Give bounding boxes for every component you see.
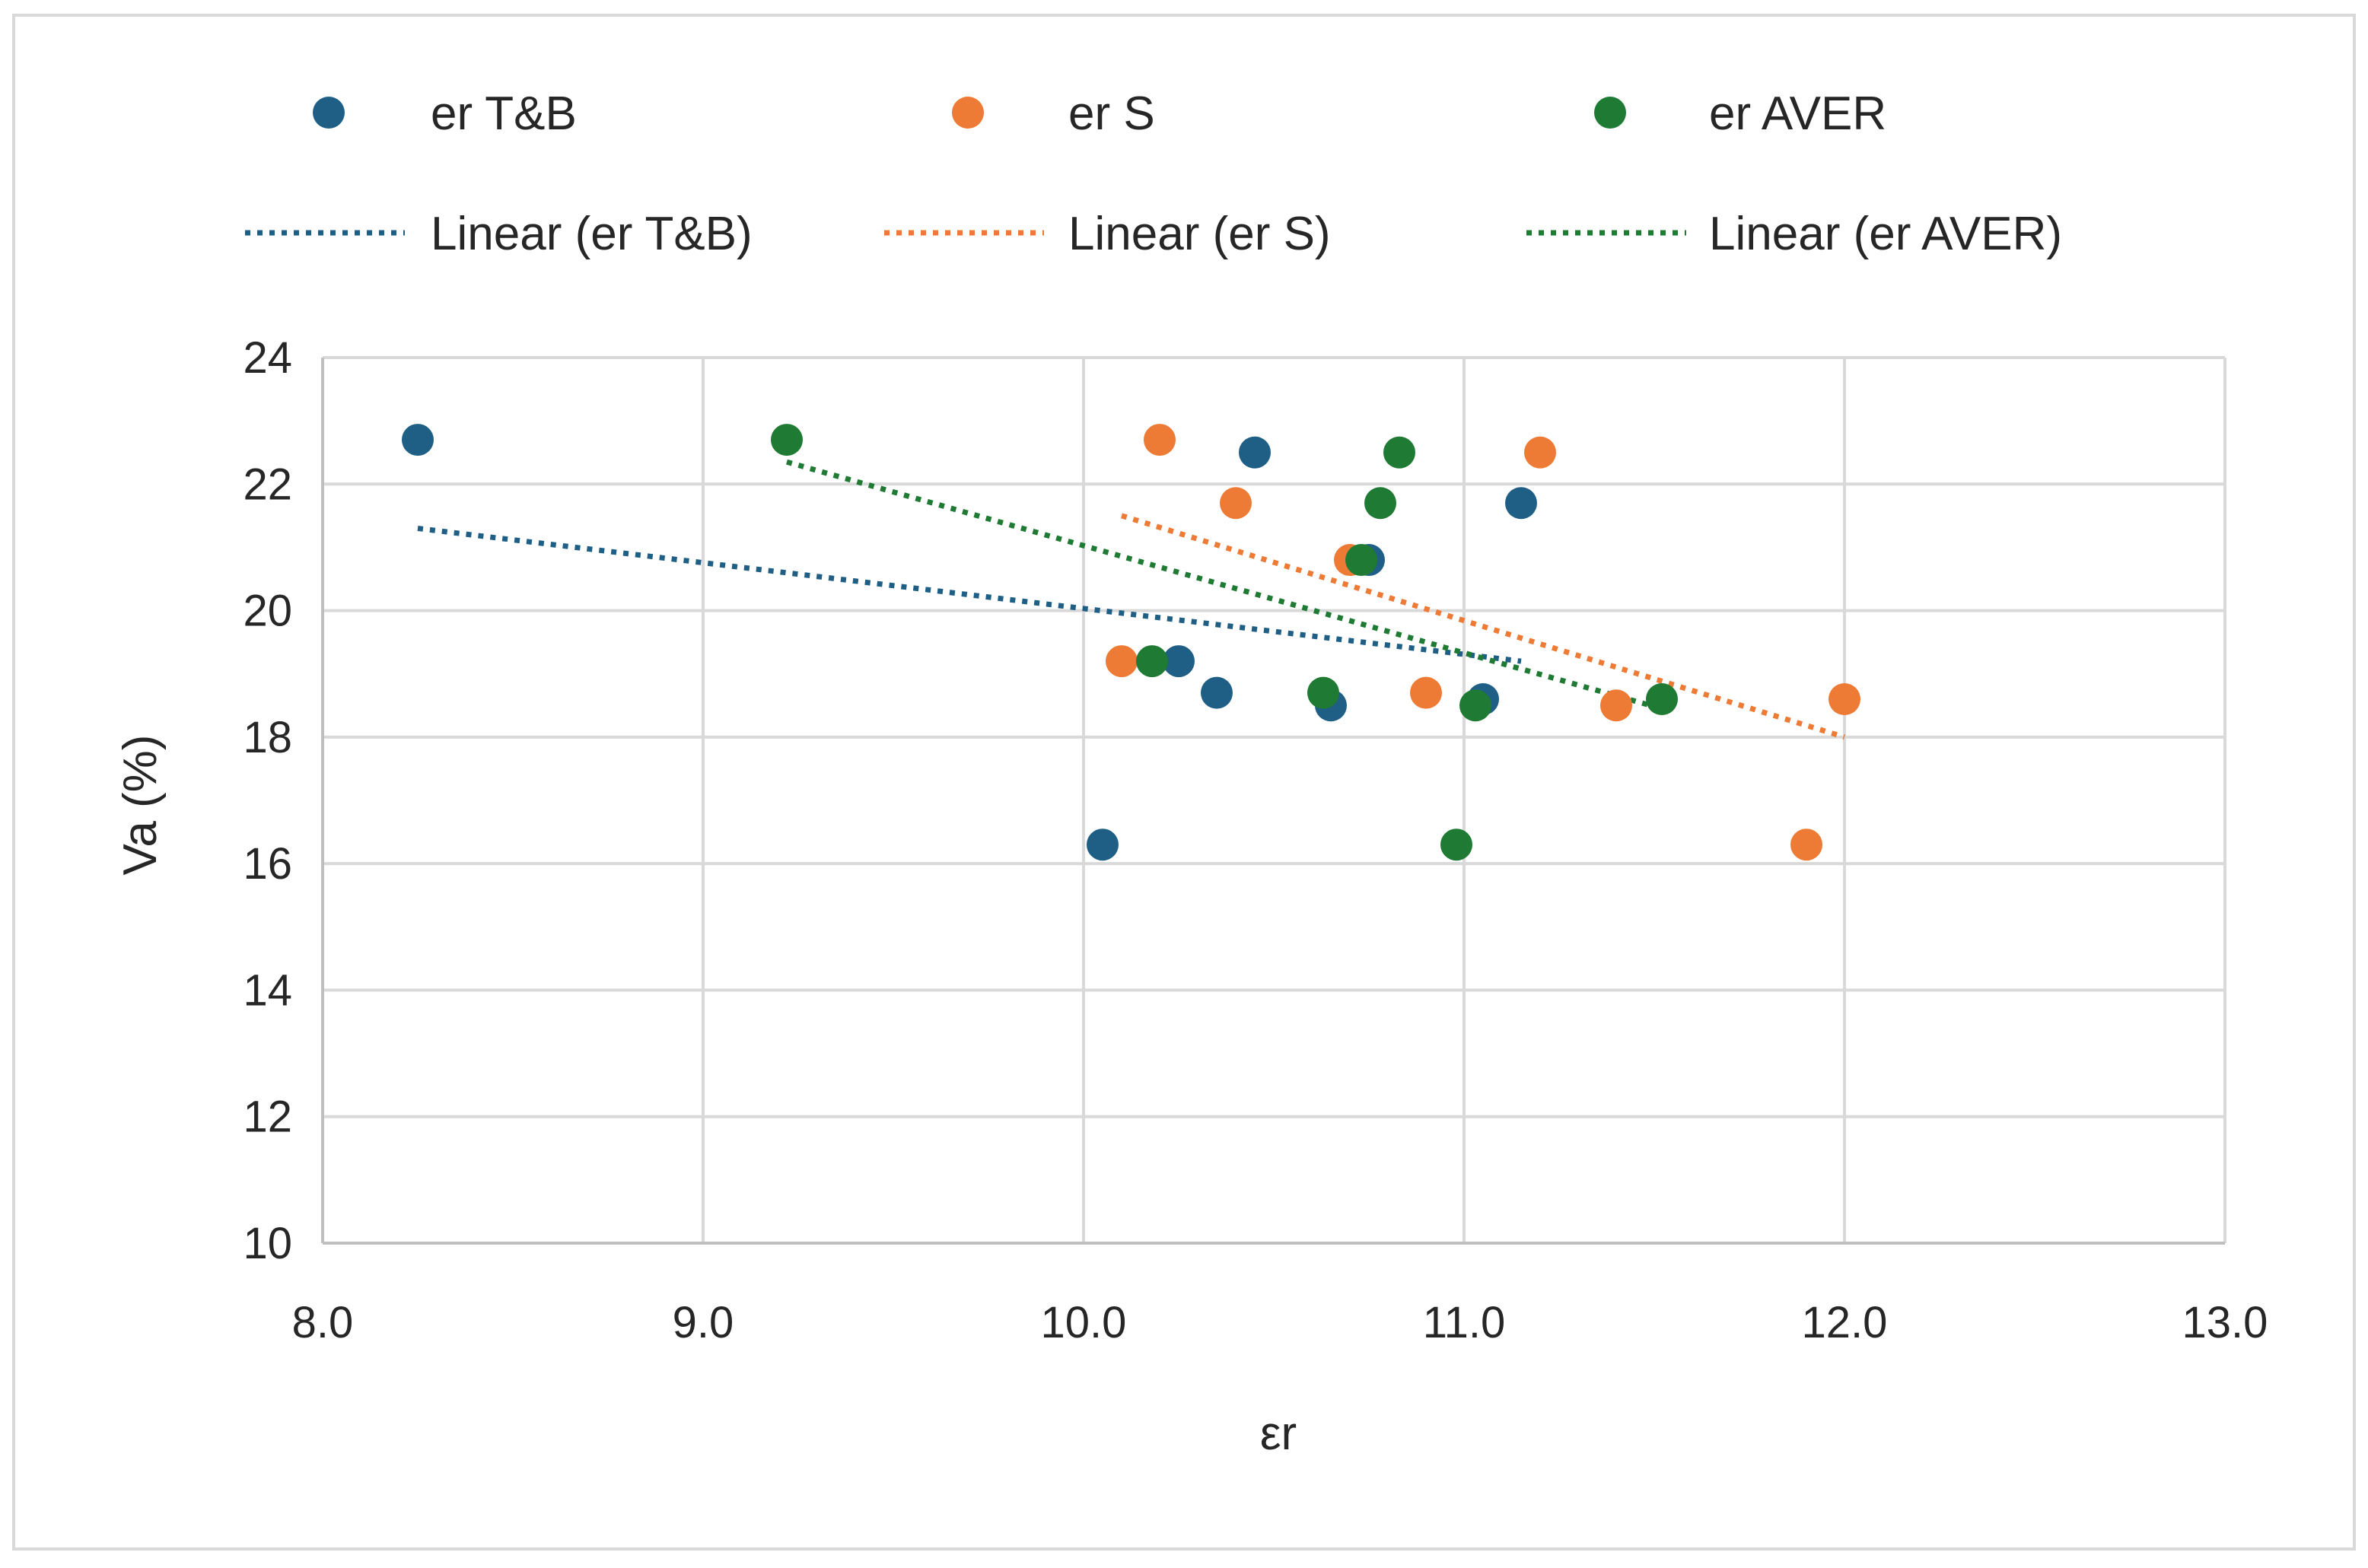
data-point-series-1 [1239,436,1271,469]
y-tick-label: 12 [243,1093,292,1142]
data-point-series-3 [1307,676,1339,709]
y-tick-label: 10 [243,1219,292,1268]
y-tick-label: 20 [243,587,292,636]
x-tick-label: 8.0 [292,1298,354,1347]
data-point-series-2 [1220,487,1252,520]
y-tick-label: 18 [243,713,292,762]
data-point-series-1 [1505,487,1537,520]
data-point-series-3 [1440,829,1472,861]
x-tick-label: 10.0 [1041,1298,1127,1347]
data-point-series-1 [1163,645,1195,678]
data-point-series-2 [1410,676,1442,709]
x-tick-label: 11.0 [1423,1298,1506,1347]
data-point-series-1 [1087,829,1119,861]
data-point-series-2 [1790,829,1822,861]
y-tick-label: 22 [243,460,292,509]
data-point-series-3 [771,424,803,456]
legend-label-series-1: er T&B [431,87,577,140]
data-point-series-2 [1829,682,1860,715]
data-point-series-3 [1136,645,1168,678]
chart-border [12,14,2356,1551]
data-point-series-2 [1106,645,1138,678]
legend-label-series-2: er S [1068,87,1155,140]
data-point-series-2 [1524,436,1556,469]
legend-label-series-3: er AVER [1709,87,1886,140]
x-tick-label: 12.0 [1802,1298,1888,1347]
x-tick-label: 13.0 [2182,1298,2268,1347]
x-axis-title: εr [1260,1407,1297,1460]
axes [321,358,2225,1245]
data-point-series-3 [1459,689,1491,722]
y-axis-title: Va (%) [114,735,167,876]
y-tick-label: 16 [243,839,292,889]
legend-marker-series-3 [1594,97,1626,129]
data-point-series-3 [1646,682,1678,715]
data-point-series-3 [1345,544,1377,577]
y-tick-label: 24 [243,333,292,383]
legend-marker-series-2 [952,97,984,129]
x-tick-label: 9.0 [673,1298,734,1347]
legend-trend-label-series-2: Linear (er S) [1068,208,1331,260]
data-point-series-3 [1364,487,1396,520]
legend-trend-label-series-1: Linear (er T&B) [431,208,753,260]
data-point-series-2 [1600,689,1632,722]
trendline-series-3 [786,459,1663,711]
y-tick-label: 14 [243,965,292,1015]
legend-trend-label-series-3: Linear (er AVER) [1709,208,2062,260]
data-point-series-1 [402,424,434,456]
legend: er T&B Linear (er T&B) er S Linear (er S) er… [245,87,2062,260]
tick-labels: 10 12 14 16 18 20 22 24 8.0 9.0 10.0 11.0 12.0 13.0 [243,333,2268,1347]
data-point-series-3 [1383,436,1415,469]
trendlines [417,459,1846,740]
legend-marker-series-1 [313,97,345,129]
data-point-series-1 [1201,676,1233,709]
data-points [402,424,1860,861]
data-point-series-2 [1144,424,1176,456]
trendline-series-1 [417,526,1522,664]
trendline-series-2 [1120,513,1846,740]
